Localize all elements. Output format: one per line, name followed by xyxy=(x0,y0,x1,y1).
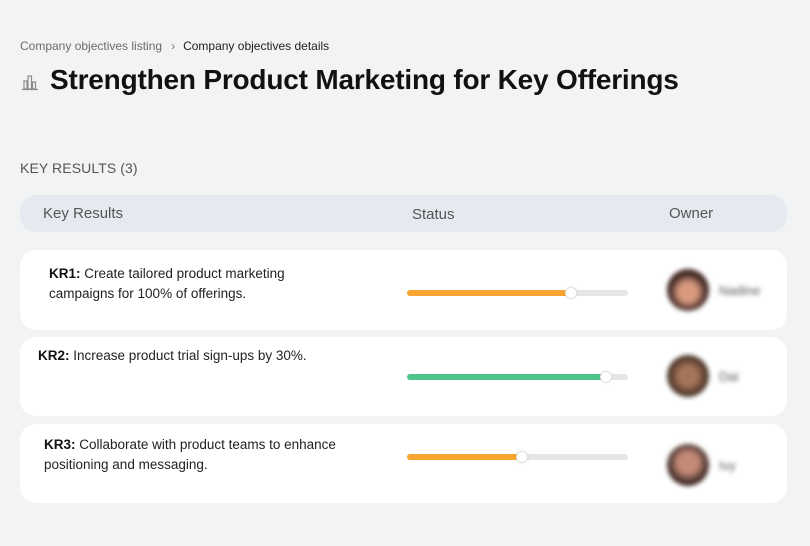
owner[interactable]: Nadine xyxy=(667,269,760,311)
avatar xyxy=(667,269,709,311)
avatar xyxy=(667,355,709,397)
progress-bar xyxy=(407,451,628,463)
column-header-status: Status xyxy=(412,206,455,223)
table-header: Key Results Status Owner xyxy=(20,195,787,232)
key-result-row-2[interactable]: KR2: Increase product trial sign-ups by … xyxy=(20,337,787,416)
key-result-description: Increase product trial sign-ups by 30%. xyxy=(73,348,307,363)
breadcrumb-objectives-details: Company objectives details xyxy=(183,39,330,53)
owner-name: Nadine xyxy=(719,282,761,298)
owner-name: Ivy xyxy=(719,457,736,473)
building-chart-icon xyxy=(22,75,38,91)
title-row: Strengthen Product Marketing for Key Off… xyxy=(20,64,679,96)
progress-bar xyxy=(407,287,628,299)
progress-thumb xyxy=(515,451,528,463)
key-result-description: Collaborate with product teams to enhanc… xyxy=(44,437,336,472)
owner[interactable]: Ivy xyxy=(667,444,736,486)
column-header-owner: Owner xyxy=(669,205,714,222)
key-result-code: KR3: xyxy=(44,437,76,452)
key-result-row-3[interactable]: KR3: Collaborate with product teams to e… xyxy=(20,424,787,503)
progress-thumb xyxy=(599,371,612,383)
key-result-row-1[interactable]: KR1: Create tailored product marketing c… xyxy=(20,250,787,330)
progress-thumb xyxy=(564,287,577,299)
breadcrumb: Company objectives listing › Company obj… xyxy=(20,39,329,53)
key-result-text: KR3: Collaborate with product teams to e… xyxy=(44,435,374,475)
column-header-key-results: Key Results xyxy=(43,205,124,222)
owner-name: Dai xyxy=(719,368,739,384)
key-results-count-label: KEY RESULTS (3) xyxy=(20,160,138,176)
breadcrumb-objectives-listing[interactable]: Company objectives listing xyxy=(20,39,163,53)
page-title: Strengthen Product Marketing for Key Off… xyxy=(50,64,679,95)
progress-fill xyxy=(407,454,522,460)
key-result-description: Create tailored product marketing campai… xyxy=(49,266,285,301)
key-result-code: KR2: xyxy=(38,348,70,363)
progress-bar xyxy=(407,371,628,383)
key-result-text: KR2: Increase product trial sign-ups by … xyxy=(38,346,378,366)
key-result-code: KR1: xyxy=(49,266,81,281)
key-result-text: KR1: Create tailored product marketing c… xyxy=(49,264,329,304)
progress-fill xyxy=(407,290,571,296)
owner[interactable]: Dai xyxy=(667,355,739,397)
avatar xyxy=(667,444,709,486)
progress-fill xyxy=(407,374,606,380)
chevron-right-icon: › xyxy=(171,39,176,53)
